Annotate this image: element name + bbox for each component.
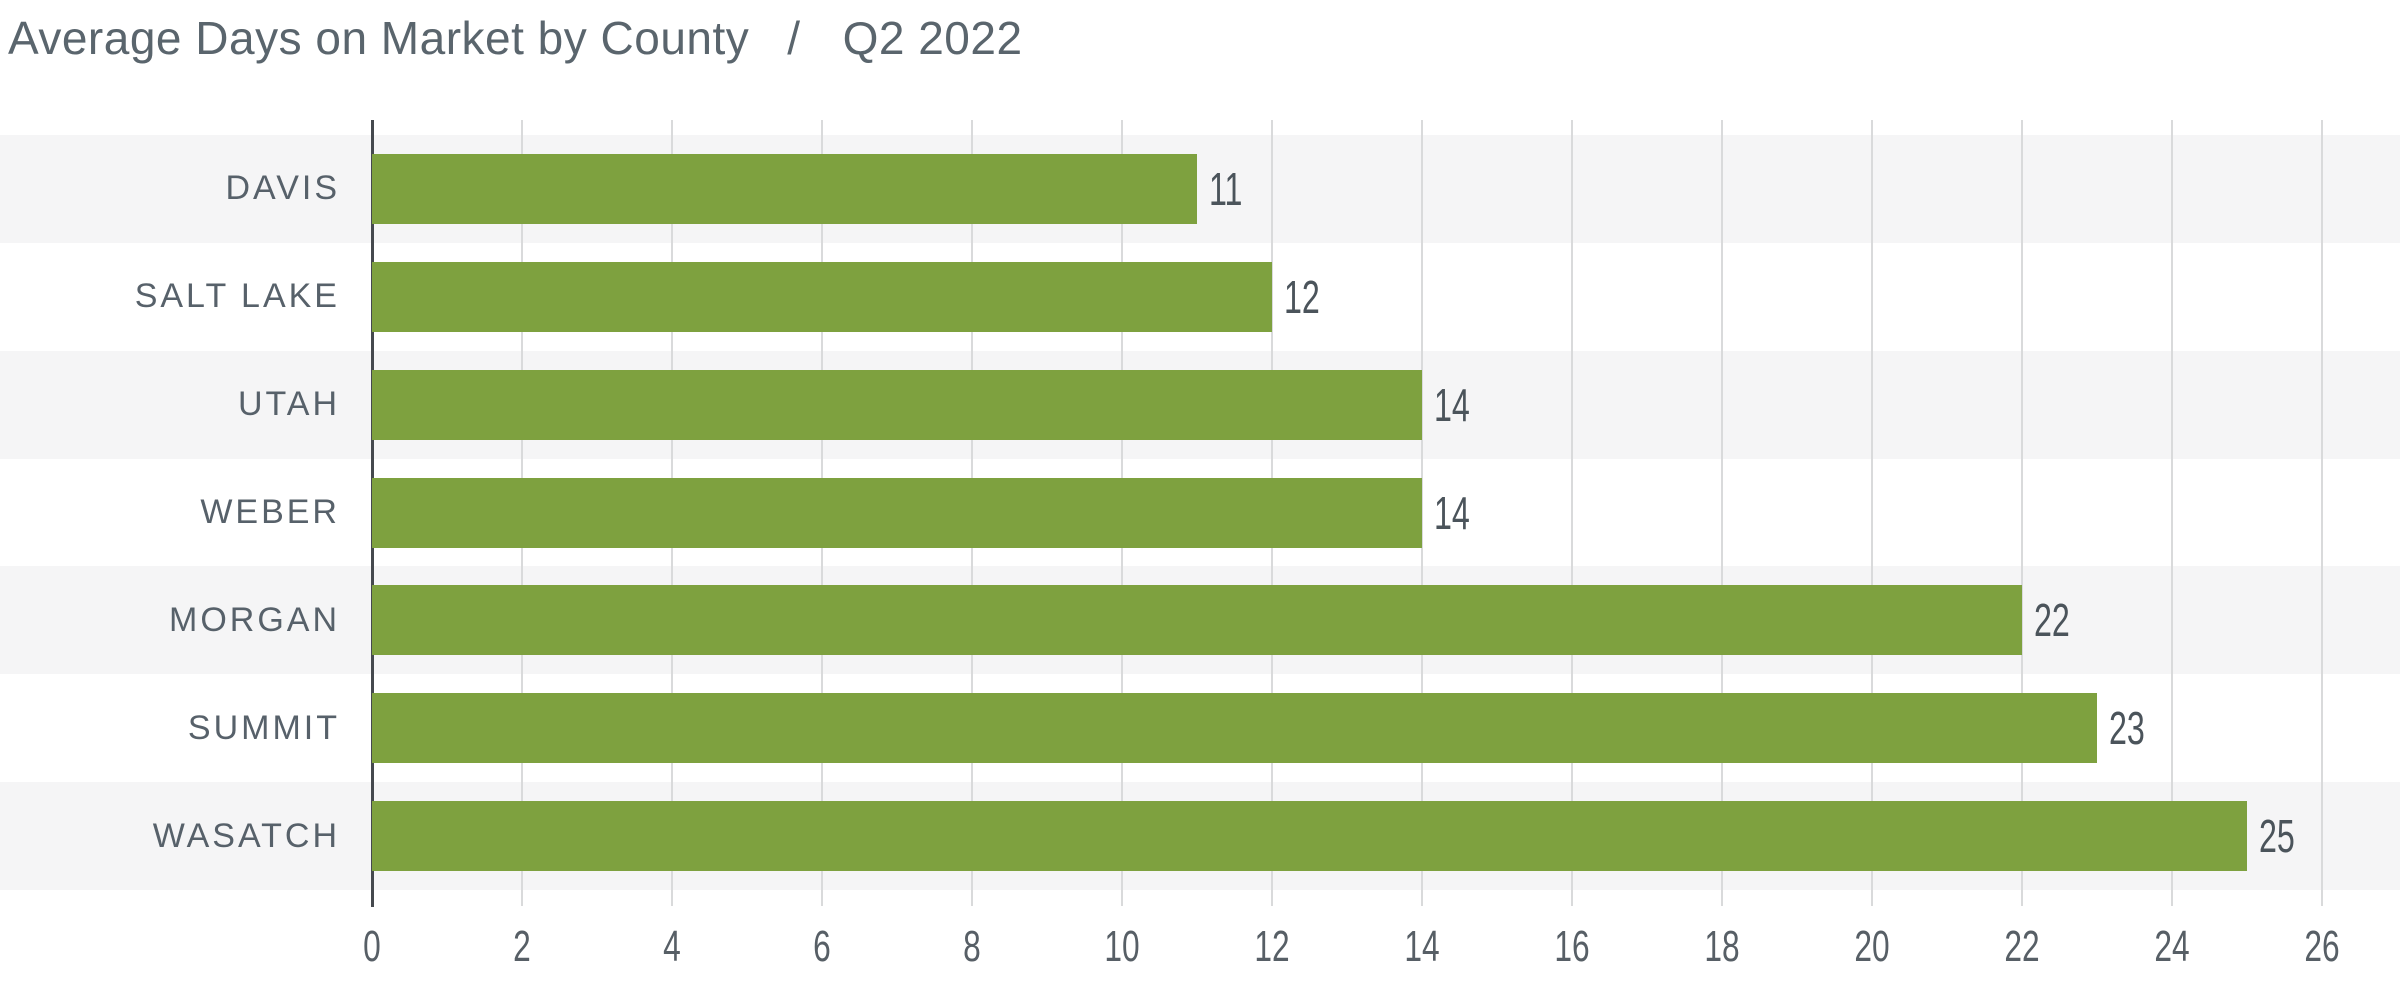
- chart-row: UTAH 14: [0, 351, 2400, 459]
- value-label: 22: [2034, 594, 2070, 647]
- bar-chart-plot-area: DAVIS 11 SALT LAKE 12 UTAH 14 WEBER 14 MORGAN 22 S…: [0, 120, 2400, 907]
- chart-title-main: Average Days on Market by County: [8, 12, 750, 64]
- bar-salt-lake: [372, 261, 1272, 332]
- gridline: [2171, 120, 2173, 906]
- value-label: 14: [1434, 486, 1470, 539]
- category-label: WASATCH: [152, 816, 340, 855]
- value-label: 23: [2109, 702, 2145, 755]
- value-label: 11: [1209, 162, 1243, 215]
- x-tick-label: 22: [2004, 922, 2040, 971]
- bar-wasatch: [372, 801, 2247, 872]
- x-tick-label: 26: [2304, 922, 2340, 971]
- x-tick-label: 6: [813, 922, 831, 971]
- x-tick-label: 14: [1404, 922, 1440, 971]
- category-label: SALT LAKE: [134, 277, 340, 316]
- bar-weber: [372, 477, 1422, 548]
- category-label: SUMMIT: [187, 708, 340, 747]
- x-tick-label: 20: [1854, 922, 1890, 971]
- bar-morgan: [372, 585, 2022, 656]
- category-label: WEBER: [200, 493, 340, 531]
- gridline: [1871, 120, 1873, 906]
- chart-title: Average Days on Market by County / Q2 2022: [8, 10, 1023, 66]
- x-tick-label: 2: [513, 922, 531, 971]
- x-tick-label: 12: [1254, 922, 1290, 971]
- bar-utah: [372, 369, 1422, 440]
- chart-row: WEBER 14: [0, 459, 2400, 567]
- gridline: [1571, 120, 1573, 906]
- chart-title-separator: /: [787, 12, 801, 64]
- bar-davis: [372, 153, 1197, 224]
- x-axis-tick-labels: 0 2 4 6 8 10 12 14 16 18 20 22 24 26: [0, 922, 2400, 978]
- gridline: [2321, 120, 2323, 906]
- x-tick-label: 8: [963, 922, 981, 971]
- chart-title-period: Q2 2022: [842, 12, 1023, 64]
- chart-row: SALT LAKE 12: [0, 243, 2400, 351]
- gridline: [1721, 120, 1723, 906]
- category-label: UTAH: [237, 385, 340, 424]
- x-tick-label: 24: [2154, 922, 2190, 971]
- value-label: 25: [2259, 810, 2295, 863]
- value-label: 12: [1284, 270, 1320, 323]
- value-label: 14: [1434, 378, 1470, 431]
- chart-rows: DAVIS 11 SALT LAKE 12 UTAH 14 WEBER 14 MORGAN 22 S…: [0, 135, 2400, 890]
- bar-summit: [372, 693, 2097, 764]
- x-tick-label: 16: [1554, 922, 1590, 971]
- x-tick-label: 10: [1104, 922, 1140, 971]
- category-label: DAVIS: [225, 169, 340, 208]
- chart-row: DAVIS 11: [0, 135, 2400, 243]
- x-tick-label: 4: [663, 922, 681, 971]
- x-tick-label: 18: [1704, 922, 1740, 971]
- gridline: [2021, 120, 2023, 906]
- chart-row: SUMMIT 23: [0, 674, 2400, 782]
- chart-row: WASATCH 25: [0, 782, 2400, 890]
- category-label: MORGAN: [169, 600, 340, 639]
- chart-row: MORGAN 22: [0, 566, 2400, 674]
- gridline: [1421, 120, 1423, 906]
- x-tick-label: 0: [363, 922, 381, 971]
